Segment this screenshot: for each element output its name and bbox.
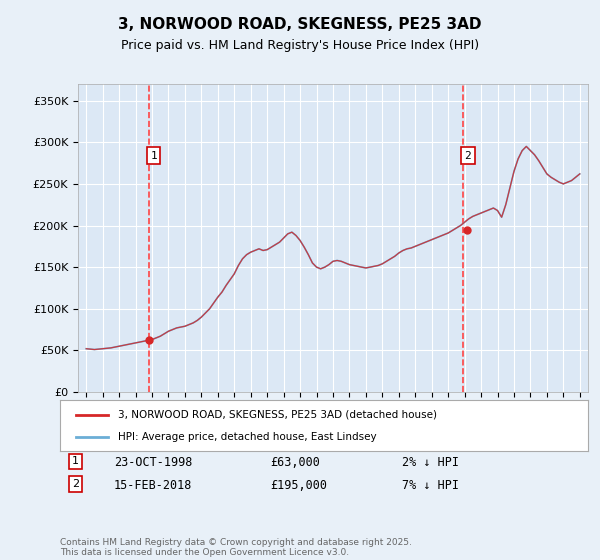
Text: 23-OCT-1998: 23-OCT-1998 [114, 456, 193, 469]
Text: £63,000: £63,000 [270, 456, 320, 469]
Text: 2: 2 [464, 151, 472, 161]
Text: 2% ↓ HPI: 2% ↓ HPI [402, 456, 459, 469]
Text: 1: 1 [72, 456, 79, 466]
Text: 1: 1 [151, 151, 157, 161]
Text: £195,000: £195,000 [270, 479, 327, 492]
Text: Price paid vs. HM Land Registry's House Price Index (HPI): Price paid vs. HM Land Registry's House … [121, 39, 479, 52]
Text: 3, NORWOOD ROAD, SKEGNESS, PE25 3AD (detached house): 3, NORWOOD ROAD, SKEGNESS, PE25 3AD (det… [118, 409, 437, 419]
Text: 3, NORWOOD ROAD, SKEGNESS, PE25 3AD: 3, NORWOOD ROAD, SKEGNESS, PE25 3AD [118, 17, 482, 32]
Text: 15-FEB-2018: 15-FEB-2018 [114, 479, 193, 492]
Text: 7% ↓ HPI: 7% ↓ HPI [402, 479, 459, 492]
Text: HPI: Average price, detached house, East Lindsey: HPI: Average price, detached house, East… [118, 432, 377, 442]
Text: 2: 2 [72, 479, 79, 489]
Text: Contains HM Land Registry data © Crown copyright and database right 2025.
This d: Contains HM Land Registry data © Crown c… [60, 538, 412, 557]
